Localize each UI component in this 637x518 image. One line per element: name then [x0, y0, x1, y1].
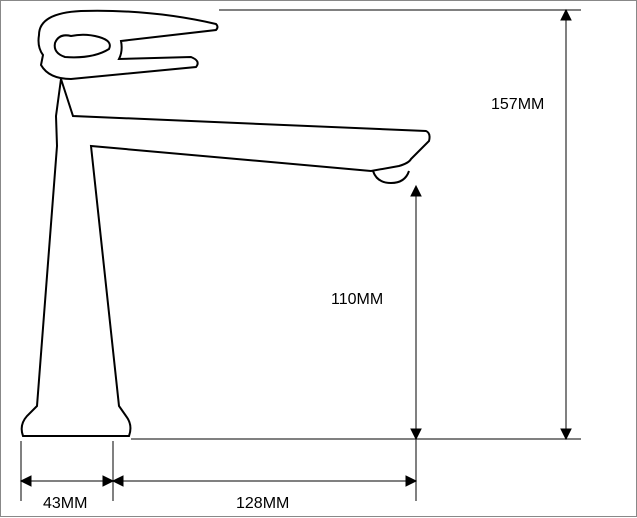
label-base-width: 43MM	[43, 495, 87, 513]
faucet-handle-outline	[39, 11, 218, 79]
faucet-body	[22, 11, 430, 436]
dimension-lines	[21, 10, 581, 501]
faucet-aerator	[373, 171, 409, 183]
label-spout-height: 110MM	[331, 291, 383, 309]
faucet-technical-drawing	[1, 1, 637, 518]
faucet-handle-ellipse	[55, 35, 110, 58]
dim-base-width	[21, 441, 113, 501]
dim-spout-height	[131, 186, 431, 439]
faucet-body-outline	[22, 79, 430, 436]
dim-total-height	[219, 10, 581, 439]
label-spout-reach: 128MM	[236, 495, 289, 513]
dim-spout-reach	[113, 189, 416, 501]
label-total-height: 157MM	[491, 96, 544, 114]
